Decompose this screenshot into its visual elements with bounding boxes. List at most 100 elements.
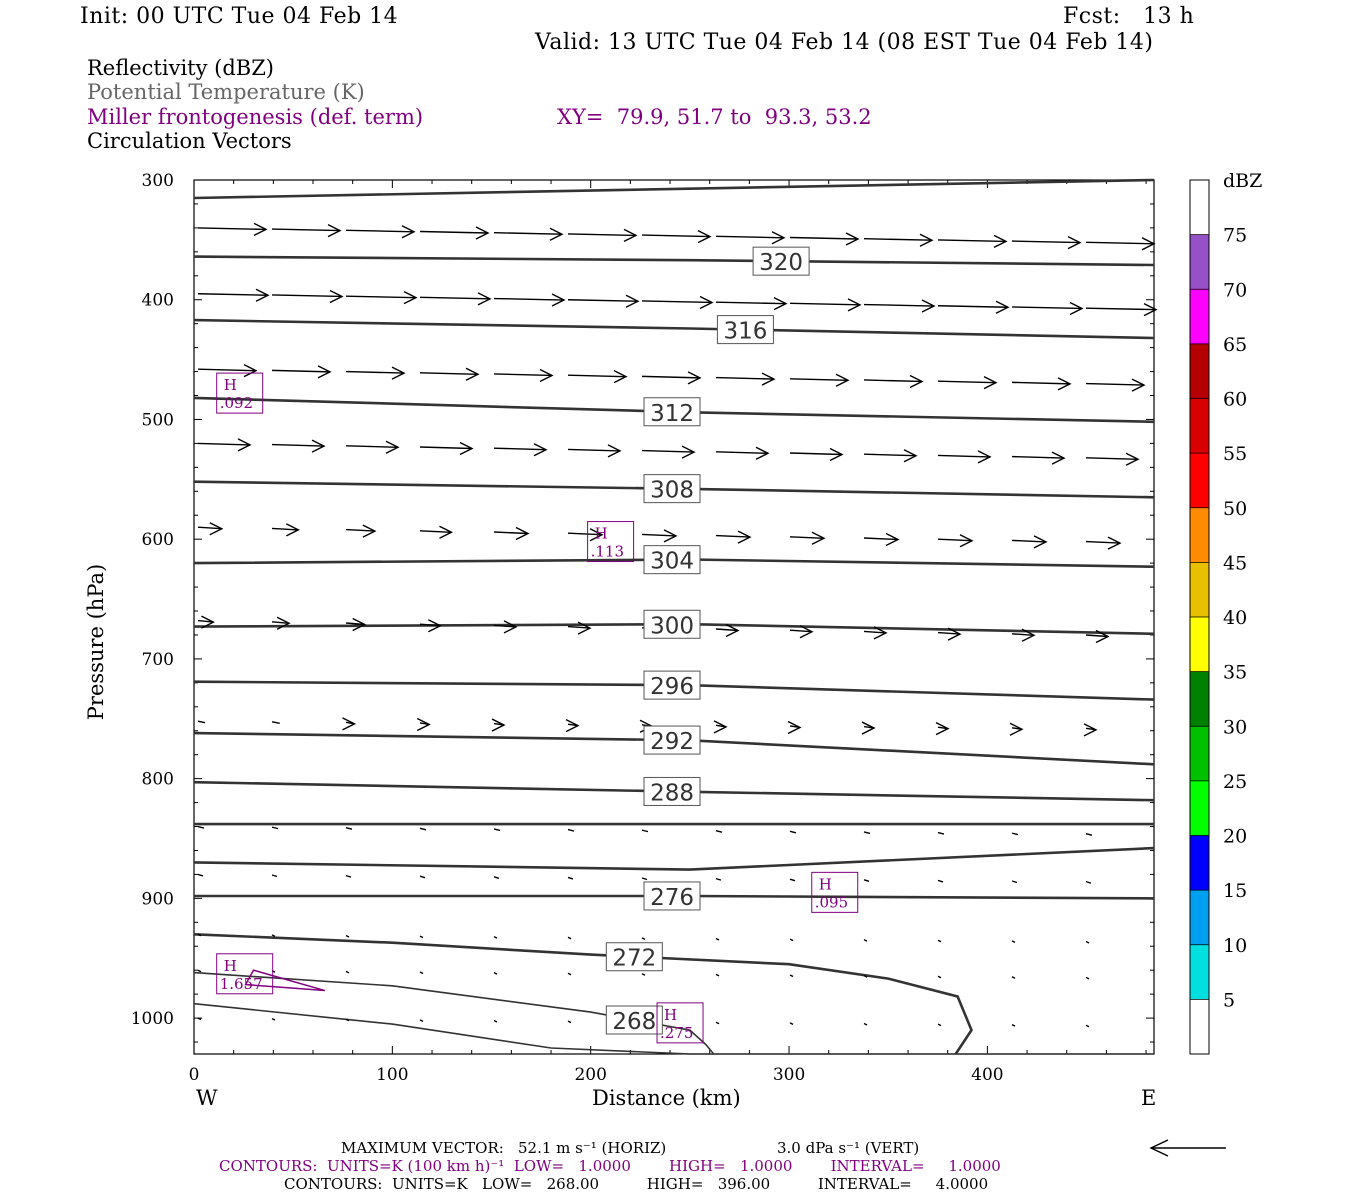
colorbar-tick-label: 60 xyxy=(1223,389,1247,411)
vector-shaft xyxy=(715,301,787,305)
theta-label-box xyxy=(643,474,701,504)
vector-shaft xyxy=(493,876,500,879)
colorbar-tick-label: 75 xyxy=(1223,225,1247,247)
vector-head xyxy=(1125,452,1140,466)
vector-head xyxy=(515,526,530,541)
vector-shaft xyxy=(789,378,849,381)
vector-shaft xyxy=(1011,455,1065,459)
vector-head xyxy=(919,233,934,247)
vector-shaft xyxy=(197,368,257,372)
vector-shaft xyxy=(419,971,424,975)
vector-head xyxy=(459,441,474,456)
field-circulation-vectors: Circulation Vectors xyxy=(87,129,292,153)
vector-shaft xyxy=(1011,633,1035,636)
vector-head xyxy=(761,372,776,386)
theta-contour-280 xyxy=(193,846,1155,871)
y-tick-label: 800 xyxy=(142,770,174,790)
vector-shaft xyxy=(271,621,290,624)
vector-head xyxy=(995,300,1010,314)
vector-shaft xyxy=(271,369,331,373)
x-tick-label: 300 xyxy=(773,1065,805,1085)
vector-shaft xyxy=(197,825,205,829)
vector-shaft xyxy=(567,828,575,832)
vector-shaft xyxy=(789,974,794,978)
vector-head xyxy=(391,366,406,380)
theta-label-box xyxy=(643,725,701,755)
vector-shaft xyxy=(197,293,269,296)
vector-head xyxy=(755,446,770,460)
vector-shaft xyxy=(493,231,563,235)
vector-shaft xyxy=(715,628,739,632)
vector-shaft xyxy=(641,449,695,453)
vector-shaft xyxy=(271,934,276,938)
colorbar-segment xyxy=(1190,999,1209,1054)
vector-head xyxy=(327,223,342,238)
vector-head xyxy=(713,720,728,734)
vector-shaft xyxy=(197,1017,202,1021)
vector-shaft xyxy=(641,973,646,976)
vector-shaft xyxy=(493,447,547,451)
vector-shaft xyxy=(1011,880,1018,884)
vector-shaft xyxy=(345,970,350,974)
y-tick-label: 900 xyxy=(142,889,174,909)
vector-shaft xyxy=(1011,940,1016,944)
theta-label-box xyxy=(643,670,701,700)
fronto-max-box xyxy=(216,372,264,414)
vector-shaft xyxy=(1085,976,1090,980)
vector-head xyxy=(835,373,850,387)
vector-shaft xyxy=(863,303,935,307)
colorbar-tick-label: 25 xyxy=(1223,771,1247,793)
vector-head xyxy=(1143,303,1158,317)
vector-shaft xyxy=(937,939,942,943)
vector-shaft xyxy=(1085,307,1157,311)
vector-shaft xyxy=(789,536,825,540)
fronto-max-h: H xyxy=(664,1006,677,1024)
vector-shaft xyxy=(1011,306,1083,310)
vector-shaft xyxy=(493,828,501,832)
vector-shaft xyxy=(641,300,713,304)
theta-label-box xyxy=(643,397,701,427)
colorbar-segment xyxy=(1190,890,1209,945)
vector-head xyxy=(681,445,696,459)
vector-shaft xyxy=(1011,1024,1016,1027)
vector-shaft xyxy=(863,939,868,942)
vector-shaft xyxy=(1085,241,1155,245)
colorbar-tick-label: 20 xyxy=(1223,826,1247,848)
vector-shaft xyxy=(1085,940,1090,944)
vector-head xyxy=(959,534,974,548)
vector-head xyxy=(352,617,367,632)
contours-theta-info: CONTOURS: UNITS=K LOW= 268.00 HIGH= 396.… xyxy=(284,1175,989,1193)
vector-shaft xyxy=(567,374,627,378)
field-potential-temperature: Potential Temperature (K) xyxy=(87,80,365,104)
colorbar-tick-label: 70 xyxy=(1223,279,1247,301)
vector-shaft xyxy=(789,1022,794,1026)
theta-label: 296 xyxy=(650,674,694,700)
vector-head xyxy=(845,232,860,246)
fronto-max-value: .113 xyxy=(591,543,624,561)
vector-head xyxy=(663,529,678,543)
colorbar-segment xyxy=(1190,780,1209,836)
vector-head xyxy=(1069,301,1084,316)
x-tick-label: 400 xyxy=(971,1065,1003,1085)
vector-shaft xyxy=(937,879,944,883)
vector-head xyxy=(1057,377,1072,391)
vector-shaft xyxy=(345,1018,350,1022)
vector-shaft xyxy=(863,379,923,383)
dbz-colorbar: 5 10 15 20 25 30 35 40 45 50 55 60 65 70 75 dBZ xyxy=(1189,170,1262,1055)
vector-head xyxy=(1033,535,1048,549)
vector-shaft xyxy=(493,936,498,939)
vector-shaft xyxy=(197,969,202,973)
field-frontogenesis: Miller frontogenesis (def. term) xyxy=(87,105,424,129)
fronto-max-h: H xyxy=(224,376,237,394)
vector-head xyxy=(1051,451,1066,465)
vector-head xyxy=(428,619,442,633)
vector-shaft xyxy=(1011,832,1019,836)
vector-shaft xyxy=(1085,634,1109,638)
x-axis-east: E xyxy=(1141,1086,1157,1110)
x-axis-west: W xyxy=(196,1086,218,1110)
vector-head xyxy=(829,447,844,462)
vector-head xyxy=(551,293,566,307)
vector-head xyxy=(253,222,268,237)
vector-shaft xyxy=(715,376,775,380)
